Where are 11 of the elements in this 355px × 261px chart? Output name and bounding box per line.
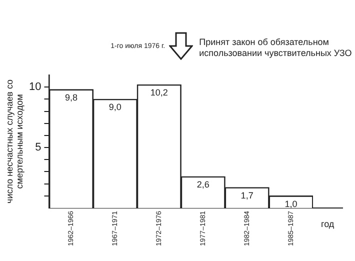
data-label: 9,8 <box>64 92 78 102</box>
y-tick-label: 10 <box>28 81 42 94</box>
data-label: 9,0 <box>108 102 122 112</box>
text: Принят закон об обязательном использовании чувствительных УЗО <box>199 36 352 58</box>
data-label: 2,6 <box>196 180 210 190</box>
data-label: 1,0 <box>284 198 298 209</box>
y-tick-label: 5 <box>35 142 42 154</box>
data-label: 10,2 <box>150 88 168 98</box>
x-axis-title: год <box>321 218 335 229</box>
data-label: 1,7 <box>240 190 254 200</box>
y-axis-title: число несчастных случаев со смертельным исходом <box>4 79 24 204</box>
